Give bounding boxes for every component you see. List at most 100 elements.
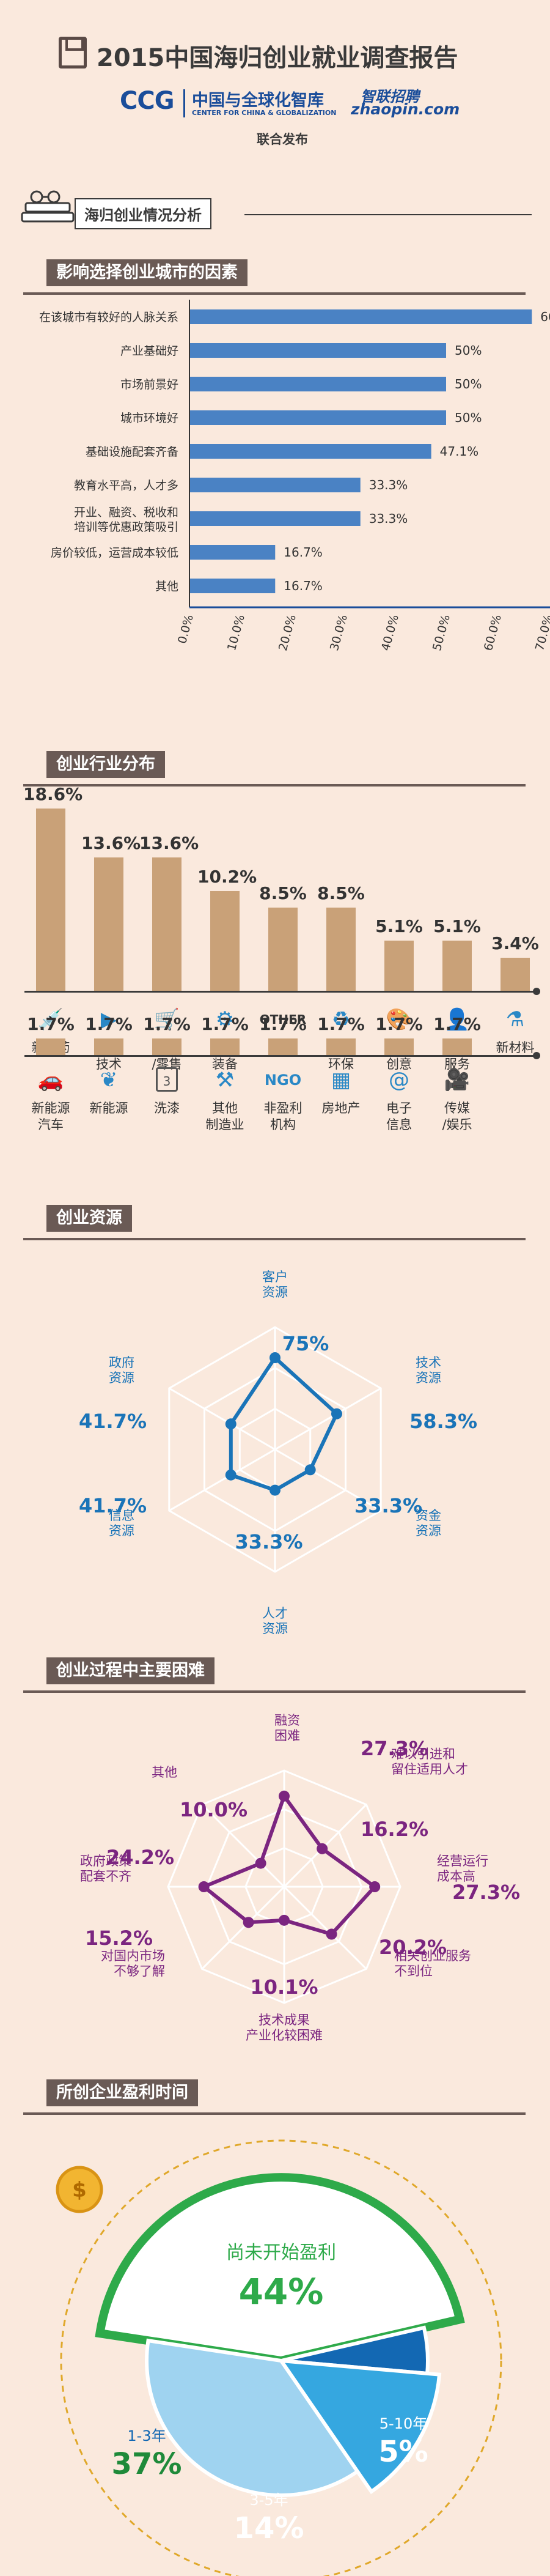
factor-value-label: 66.7% xyxy=(540,309,550,324)
section-difficulties-bar: 创业过程中主要困难 xyxy=(23,1657,526,1693)
ccg-name-en: CENTER FOR CHINA & GLOBALIZATION xyxy=(192,109,337,117)
x-tick-label: 70.0% xyxy=(533,613,550,653)
industry-value-label: 8.5% xyxy=(259,883,307,903)
radar-spoke xyxy=(169,1448,276,1512)
camera-icon: 🎥 xyxy=(444,1068,471,1092)
partner-logo-en: zhaopin.com xyxy=(351,100,460,118)
industry-bar xyxy=(384,941,414,991)
factor-label: 其他 xyxy=(155,580,178,593)
pie-slice-1-3-years xyxy=(145,2338,361,2497)
flask-icon: ⚗ xyxy=(505,1007,525,1032)
radar-value-label: 20.2% xyxy=(379,1936,447,1959)
radar-axis-label: 信息资源 xyxy=(109,1508,134,1538)
tv-play-icon: ▶ xyxy=(100,1007,117,1032)
industry-label: 洗漆 xyxy=(154,1101,180,1116)
ngo-text-icon: NGO xyxy=(264,1071,302,1089)
factor-label: 市场前景好 xyxy=(120,378,178,391)
industry-bar xyxy=(210,1038,240,1055)
intro-label: 海归创业情况分析 xyxy=(84,207,202,224)
pie-slice-not-profitable xyxy=(95,2173,465,2366)
factor-value-label: 50% xyxy=(455,410,482,425)
factor-label: 房价较低，运营成本较低 xyxy=(51,546,178,560)
radar-value-label: 10.0% xyxy=(180,1798,248,1821)
other-text-icon: OTHER xyxy=(259,1012,307,1027)
pie-value-label: 5% xyxy=(378,2435,428,2469)
pie-value-label: 37% xyxy=(112,2447,182,2481)
radar-axis-label: 资金资源 xyxy=(416,1508,441,1538)
wash-icon: 3 xyxy=(156,1067,178,1092)
radar-point xyxy=(331,1408,342,1419)
pie-category-label: 3-5年 xyxy=(249,2492,288,2509)
radar-value-label: 33.3% xyxy=(354,1494,422,1517)
x-tick-label: 30.0% xyxy=(328,613,350,653)
radar-spoke xyxy=(274,1387,381,1451)
factor-value-label: 50% xyxy=(455,377,482,391)
radar-point xyxy=(255,1857,266,1869)
section-industry-title: 创业行业分布 xyxy=(46,751,165,778)
factor-value-label: 16.7% xyxy=(284,545,323,560)
industry-label: 新材料 xyxy=(496,1040,535,1055)
factor-value-label: 33.3% xyxy=(369,511,408,526)
industry-bar xyxy=(36,1038,65,1055)
radar-value-label: 15.2% xyxy=(85,1926,153,1950)
difficulties-radar-chart: 融资困难难以引进和留住适用人才经营运行成本高相关创业服务不到位技术成果产业化较困… xyxy=(80,1713,520,2043)
radar-point xyxy=(225,1418,237,1430)
radar-axis-label: 难以引进和留住适用人才 xyxy=(391,1747,468,1777)
industry-chart: 18.6%💉新医药13.6%▶信息技术13.6%🛒贸易/零售10.2%⚙高端装备… xyxy=(0,784,550,1138)
radar-axis-label: 经营运行成本高 xyxy=(437,1854,488,1884)
industry-label: 非盈利 机构 xyxy=(263,1101,302,1132)
factor-label: 在该城市有较好的人脉关系 xyxy=(39,311,178,324)
industry-label: 新能源 xyxy=(89,1101,128,1116)
intro-label-box: 海归创业情况分析 xyxy=(75,198,211,229)
factor-label: 基础设施配套齐备 xyxy=(86,445,178,459)
section-profit-bar: 所创企业盈利时间 xyxy=(23,2079,526,2115)
partner-logo-cn: 智联招聘 xyxy=(361,88,419,105)
industry-label: 房地产 xyxy=(321,1101,361,1116)
x-tick-label: 10.0% xyxy=(225,613,248,653)
industry-bar xyxy=(152,1038,182,1055)
industry-value-label: 10.2% xyxy=(197,866,257,887)
x-tick-label: 20.0% xyxy=(276,613,299,653)
radar-spoke xyxy=(201,1886,285,1970)
radar-point xyxy=(279,1914,290,1926)
industry-label: 新能源 汽车 xyxy=(31,1101,70,1132)
x-tick-label: 60.0% xyxy=(482,613,504,653)
page-title: 2015中国海归创业就业调查报告 xyxy=(97,44,458,72)
industry-bar xyxy=(152,857,182,991)
radar-axis-label: 客户资源 xyxy=(262,1270,288,1300)
syringe-icon: 💉 xyxy=(37,1007,64,1032)
factor-bar xyxy=(189,478,361,492)
industry-value-label: 1.7% xyxy=(375,1013,423,1034)
radar-axis-label: 人才资源 xyxy=(262,1606,288,1636)
radar-value-label: 41.7% xyxy=(79,1410,147,1433)
pie-category-label: 1-3年 xyxy=(127,2427,166,2445)
factor-bar xyxy=(189,545,276,560)
radar-axis-label: 融资困难 xyxy=(274,1713,300,1743)
palette-icon: 🎨 xyxy=(386,1007,413,1032)
profit-pie-chart: $ 尚未开始盈利 44% 5-10年 5% 3-5年 14% 1-3年 37% xyxy=(56,2139,502,2576)
radar-axis-label: 其他 xyxy=(152,1765,177,1780)
industry-bar xyxy=(384,1038,414,1055)
radar-value-label: 75% xyxy=(282,1332,329,1355)
radar-value-label: 24.2% xyxy=(106,1846,174,1869)
service-person-icon: 👤 xyxy=(444,1007,471,1032)
radar-value-label: 33.3% xyxy=(235,1530,302,1553)
industry-bar xyxy=(210,890,240,991)
industry-value-label: 5.1% xyxy=(375,916,423,937)
radar-value-label: 16.2% xyxy=(361,1818,428,1841)
industry-value-label: 13.6% xyxy=(139,833,199,854)
radar-spoke xyxy=(201,1804,285,1888)
factor-bar xyxy=(189,309,532,324)
release-note: 联合发布 xyxy=(257,132,308,147)
industry-bar xyxy=(442,1038,472,1055)
pie-slice-3-5-years xyxy=(277,2358,442,2495)
x-tick-label: 0.0% xyxy=(175,613,196,645)
ccg-divider xyxy=(183,89,185,117)
radar-point xyxy=(198,1881,210,1892)
industry-value-label: 8.5% xyxy=(317,883,365,903)
radar-point xyxy=(243,1917,254,1928)
radar-value-label: 27.3% xyxy=(361,1737,428,1760)
pie-category-label: 尚未开始盈利 xyxy=(226,2242,336,2263)
industry-label: 电子 信息 xyxy=(386,1101,412,1132)
coin-symbol: $ xyxy=(72,2178,87,2202)
